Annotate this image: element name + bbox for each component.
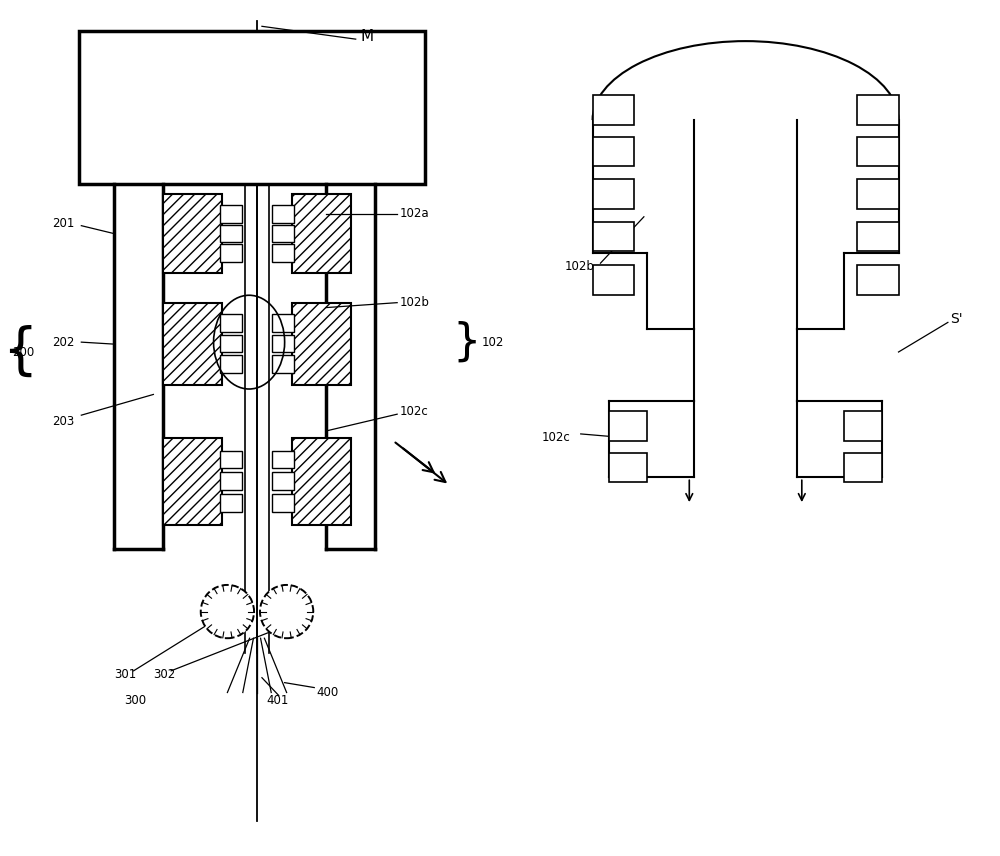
Text: 401: 401 [267, 694, 289, 707]
Bar [220, 245, 242, 262]
Bar [220, 335, 242, 353]
Bar [292, 438, 351, 525]
Text: 400: 400 [316, 686, 338, 699]
Text: {: { [2, 325, 38, 379]
Circle shape [201, 585, 254, 639]
Bar [844, 453, 882, 482]
Bar [593, 137, 634, 166]
Text: 301: 301 [114, 669, 136, 681]
Bar [272, 335, 294, 353]
Bar [609, 411, 647, 441]
Bar [163, 194, 222, 273]
Bar [272, 473, 294, 490]
Bar [593, 222, 634, 252]
Bar [593, 95, 634, 125]
Bar [593, 265, 634, 294]
Bar [220, 205, 242, 223]
Bar [593, 179, 634, 209]
Bar [857, 222, 899, 252]
Bar [844, 411, 882, 441]
Text: 203: 203 [52, 414, 74, 428]
Text: 102c: 102c [400, 405, 429, 418]
Text: 201: 201 [52, 217, 74, 230]
Bar [220, 314, 242, 332]
Text: 102c: 102c [541, 431, 570, 444]
Bar [220, 494, 242, 512]
Text: 302: 302 [153, 669, 176, 681]
Bar [272, 451, 294, 468]
Text: 102b: 102b [400, 296, 430, 309]
Bar [163, 303, 222, 384]
Bar [79, 31, 425, 184]
Text: 202: 202 [52, 336, 74, 348]
Bar [857, 137, 899, 166]
Bar [272, 494, 294, 512]
Bar [272, 355, 294, 373]
Text: 102b: 102b [565, 259, 595, 273]
Bar [220, 451, 242, 468]
Bar [609, 453, 647, 482]
Bar [272, 245, 294, 262]
Text: 300: 300 [124, 694, 146, 707]
Bar [163, 438, 222, 525]
Text: 102a: 102a [400, 207, 430, 220]
Bar [857, 265, 899, 294]
Text: 200: 200 [12, 346, 34, 359]
Bar [220, 355, 242, 373]
Bar [292, 303, 351, 384]
Bar [857, 95, 899, 125]
Bar [272, 224, 294, 242]
Bar [272, 314, 294, 332]
Text: S': S' [950, 312, 962, 326]
Bar [220, 473, 242, 490]
Bar [220, 224, 242, 242]
Bar [292, 194, 351, 273]
Circle shape [260, 585, 313, 639]
Bar [857, 179, 899, 209]
Text: 102: 102 [482, 336, 504, 348]
Bar [272, 205, 294, 223]
Text: M: M [361, 29, 374, 44]
Text: }: } [452, 321, 480, 364]
